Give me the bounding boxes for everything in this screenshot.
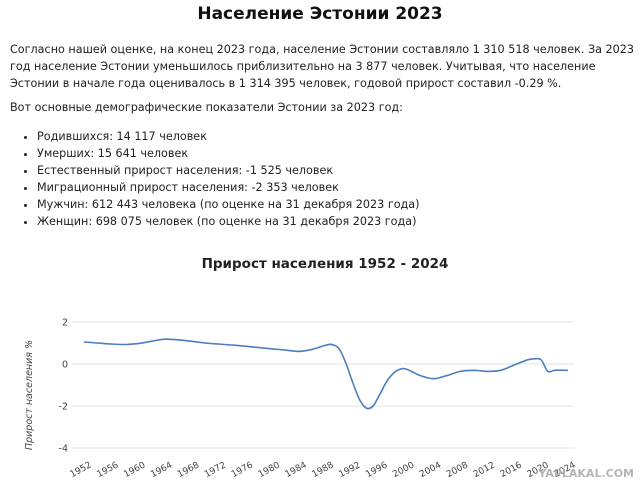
- stats-lead: Вот основные демографические показатели …: [10, 101, 403, 114]
- x-tick-label: 1988: [311, 460, 336, 480]
- x-tick-labels: 1952 1956 1960 1964 1968 1972 1976 1980 1984 1988…: [69, 460, 578, 480]
- stat-deaths: Умерших: 15 641 человек: [37, 145, 630, 162]
- series-line: [83, 338, 569, 410]
- x-tick-label: 2000: [391, 460, 416, 480]
- stat-women: Женщин: 698 075 человек (по оценке на 31…: [37, 213, 630, 230]
- chart-gridlines: [72, 321, 574, 449]
- watermark-text: YAPLAKAL.COM: [537, 467, 634, 480]
- x-tick-label: 1956: [95, 460, 120, 480]
- stat-migration-growth: Миграционный прирост населения: -2 353 ч…: [37, 179, 630, 196]
- y-tick-labels: -4 -2 0 2: [59, 318, 68, 455]
- x-tick-label: 2012: [472, 460, 497, 480]
- y-axis-label: Прирост населения %: [24, 340, 35, 450]
- y-tick-label: -2: [59, 402, 68, 413]
- x-tick-label: 1964: [149, 460, 174, 480]
- x-tick-label: 2008: [445, 460, 470, 480]
- x-tick-label: 1952: [69, 460, 94, 480]
- stat-natural-growth: Естественный прирост населения: -1 525 ч…: [37, 162, 630, 179]
- x-tick-label: 1972: [203, 460, 228, 480]
- x-tick-label: 2016: [499, 460, 524, 480]
- population-growth-chart: Прирост населения 1952 - 2024 -4 -2 0 2 195…: [0, 250, 640, 502]
- y-tick-label: 2: [62, 318, 68, 329]
- x-tick-label: 1984: [284, 460, 309, 480]
- x-tick-label: 1968: [176, 460, 201, 480]
- stats-list: Родившихся: 14 117 человек Умерших: 15 6…: [10, 128, 630, 230]
- y-tick-label: -4: [59, 444, 68, 455]
- x-tick-label: 1960: [122, 460, 147, 480]
- x-tick-label: 1996: [364, 460, 389, 480]
- stat-births: Родившихся: 14 117 человек: [37, 128, 630, 145]
- chart-svg: Прирост населения 1952 - 2024 -4 -2 0 2 195…: [24, 256, 634, 480]
- intro-paragraph: Согласно нашей оценке, на конец 2023 год…: [10, 43, 635, 90]
- x-tick-label: 1992: [337, 460, 362, 480]
- x-tick-label: 2004: [418, 460, 443, 480]
- x-tick-label: 1976: [230, 460, 255, 480]
- chart-title: Прирост населения 1952 - 2024: [202, 256, 449, 272]
- page-title: Население Эстонии 2023: [197, 4, 443, 24]
- x-tick-label: 1980: [257, 460, 282, 480]
- y-tick-label: 0: [62, 360, 68, 371]
- stat-men: Мужчин: 612 443 человека (по оценке на 3…: [37, 196, 630, 213]
